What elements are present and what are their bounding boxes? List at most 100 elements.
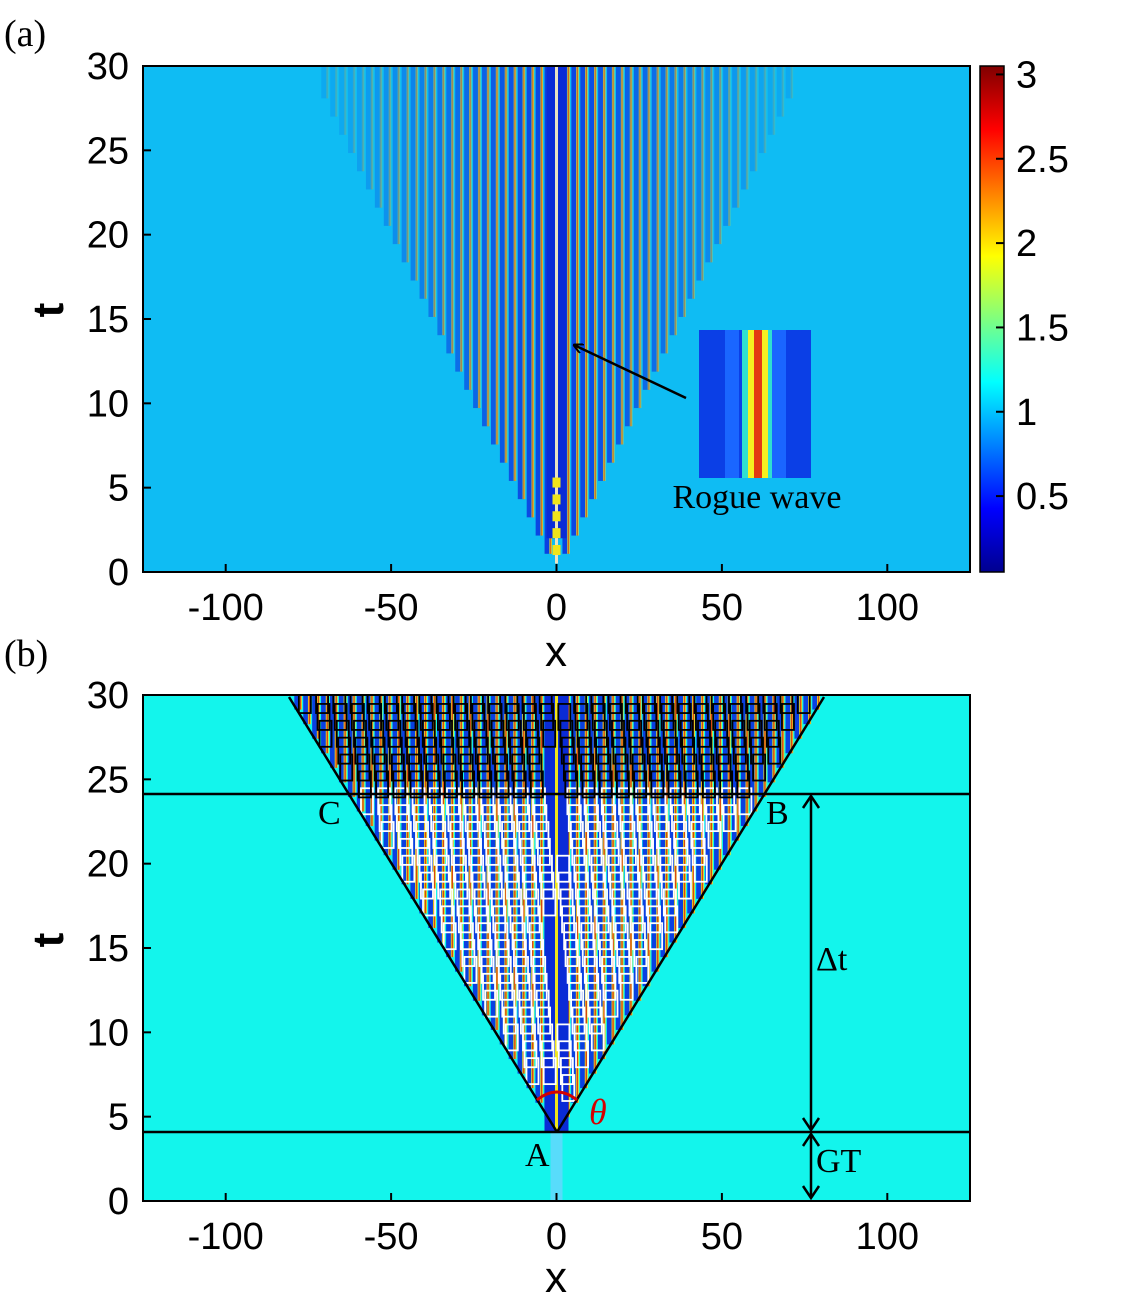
- stripe-peak: [424, 66, 427, 299]
- pattern-box: [636, 804, 651, 833]
- stripe-core: [639, 66, 641, 409]
- pattern-box: [475, 905, 489, 934]
- stripe-peak: [665, 66, 669, 354]
- pattern-box: [540, 1040, 555, 1069]
- pattern-box: [388, 736, 403, 765]
- pattern-box: [704, 787, 718, 816]
- pattern-box: [729, 703, 744, 731]
- stripe-trough: [660, 66, 667, 354]
- pattern-box: [535, 989, 550, 1018]
- stripe-core: [353, 66, 355, 154]
- pattern-box: [614, 753, 629, 782]
- pattern-box: [484, 989, 499, 1018]
- pattern-box: [719, 770, 734, 799]
- center-peak: [552, 511, 561, 522]
- pattern-box: [763, 703, 778, 731]
- stripe-trough: [499, 66, 506, 463]
- pattern-box: [402, 703, 417, 731]
- wedge-line-right: [555, 696, 826, 1133]
- pattern-box: [625, 854, 639, 883]
- pattern-box: [683, 753, 698, 782]
- pattern-box: [666, 753, 680, 782]
- pattern-box: [688, 804, 703, 833]
- stripe-peak: [370, 66, 374, 190]
- pattern-box: [480, 956, 495, 984]
- pattern-box: [717, 753, 732, 782]
- pattern-box: [332, 695, 347, 714]
- pattern-box: [574, 871, 589, 900]
- stripe-core: [335, 66, 337, 117]
- stripe-core: [398, 66, 400, 245]
- stripe-core: [514, 695, 516, 1060]
- pattern-box: [728, 695, 742, 714]
- pattern-box: [533, 972, 548, 1001]
- stripe-trough: [723, 695, 730, 856]
- pattern-box: [487, 854, 502, 883]
- stripe-core: [621, 66, 623, 445]
- stripe-core: [433, 66, 436, 317]
- stripe-peak: [754, 66, 758, 172]
- pattern-box: [466, 821, 481, 849]
- pattern-box: [514, 787, 529, 816]
- stripe-trough: [330, 66, 337, 117]
- pattern-box: [504, 1023, 519, 1052]
- pattern-box: [653, 804, 668, 833]
- stripe-trough: [687, 66, 694, 299]
- pattern-box: [536, 837, 551, 866]
- pattern-box: [446, 787, 460, 816]
- pattern-box: [578, 736, 592, 765]
- pattern-box: [659, 854, 674, 883]
- stripe-core: [773, 66, 775, 135]
- stripe-trough: [338, 695, 346, 783]
- axis-a-ytick-label: 10: [87, 383, 129, 425]
- pattern-box: [502, 1006, 517, 1035]
- stripe-core: [746, 66, 748, 190]
- pattern-box: [366, 695, 381, 714]
- stripe-core: [505, 66, 507, 463]
- pattern-box: [439, 719, 453, 748]
- pattern-box: [585, 804, 599, 833]
- pattern-box: [316, 703, 331, 731]
- pattern-box: [452, 695, 467, 714]
- pattern-box: [532, 956, 547, 984]
- stripe-core: [612, 695, 614, 1045]
- axis-a-ytick-label: 0: [108, 552, 129, 594]
- pattern-box: [349, 695, 364, 714]
- pattern-box: [705, 804, 720, 833]
- pattern-box: [392, 770, 407, 799]
- pattern-box: [470, 854, 485, 883]
- pattern-box: [454, 703, 469, 731]
- stripe-trough: [348, 66, 355, 154]
- stripe-trough: [616, 66, 623, 445]
- stripe-core: [362, 695, 364, 812]
- stripe-peak: [477, 66, 481, 409]
- pattern-box: [676, 854, 691, 883]
- pattern-box: [430, 804, 445, 833]
- axis-b-ytick-label: 5: [108, 1097, 129, 1139]
- stripe-core: [523, 66, 525, 500]
- pattern-box: [601, 956, 615, 984]
- pattern-box: [468, 837, 482, 866]
- pattern-box: [432, 821, 447, 849]
- stripe-trough: [607, 66, 614, 463]
- center-peak: [552, 494, 561, 505]
- stripe-core: [389, 695, 391, 856]
- axis-b-ytick-label: 30: [87, 675, 129, 717]
- stripe-trough: [321, 66, 328, 99]
- pattern-box: [488, 871, 503, 900]
- pattern-box: [559, 719, 574, 748]
- center-line: [555, 695, 558, 1132]
- pattern-box: [667, 770, 682, 799]
- stripe-trough: [732, 66, 739, 208]
- stripe-peak: [763, 66, 767, 154]
- pattern-box: [483, 821, 498, 849]
- pattern-box: [590, 695, 605, 714]
- stripe-trough: [794, 695, 801, 739]
- stripe-trough: [356, 695, 364, 812]
- pattern-box: [664, 736, 678, 765]
- stripe-trough: [776, 66, 783, 117]
- pattern-box: [542, 1057, 557, 1086]
- pattern-box: [611, 719, 625, 748]
- axis-b-xtick-label: -50: [364, 1216, 419, 1258]
- theta-arc: [536, 1090, 578, 1102]
